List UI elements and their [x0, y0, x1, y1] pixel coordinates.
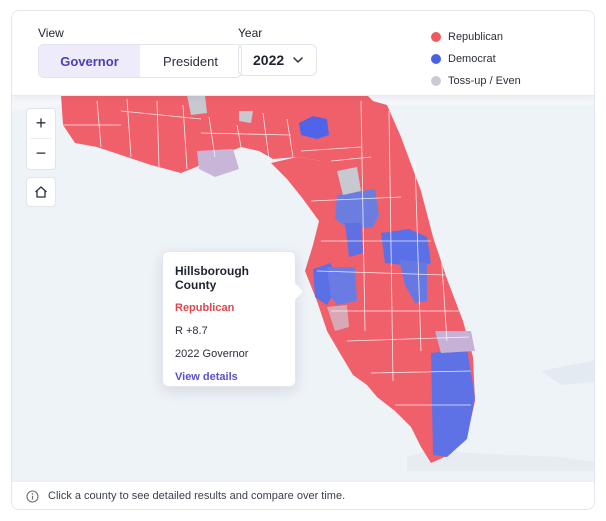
view-president-button[interactable]: President	[140, 45, 241, 77]
legend-label-republican: Republican	[448, 31, 504, 43]
view-governor-button[interactable]: Governor	[39, 45, 140, 77]
home-icon	[35, 186, 47, 198]
footer-hint: Click a county to see detailed results a…	[12, 481, 594, 509]
panhandle-region	[61, 95, 367, 173]
legend-label-tossup: Toss-up / Even	[448, 75, 521, 87]
info-icon	[26, 489, 39, 503]
election-map-card: + − Hillsborough County Republican R +8.…	[11, 10, 595, 510]
footer-text: Click a county to see detailed results a…	[48, 490, 346, 502]
map-legend: Republican Democrat Toss-up / Even	[431, 26, 521, 92]
county-alachua	[335, 189, 379, 229]
county-orange	[381, 229, 431, 267]
legend-item-republican: Republican	[431, 26, 521, 48]
legend-item-tossup: Toss-up / Even	[431, 70, 521, 92]
year-select[interactable]: 2022	[238, 44, 317, 76]
zoom-in-button[interactable]: +	[35, 113, 47, 133]
county-broward-palm-beach	[431, 349, 475, 457]
peninsula-region	[271, 95, 475, 463]
view-label: View	[38, 26, 64, 40]
county-st-lucie-tossup	[435, 331, 475, 353]
county-marion-tossup	[337, 167, 361, 195]
chevron-down-icon	[293, 57, 303, 63]
county-bay-tossup	[197, 149, 239, 177]
tossup-swatch	[431, 76, 441, 86]
county-osceola	[399, 259, 427, 303]
legend-item-democrat: Democrat	[431, 48, 521, 70]
county-leon	[299, 116, 329, 139]
florida-county-map[interactable]	[12, 95, 594, 481]
view-details-link[interactable]: View details	[175, 371, 238, 383]
tooltip-margin: R +8.7	[175, 325, 208, 337]
tooltip-county-name: Hillsborough County	[175, 264, 249, 292]
year-label: Year	[238, 26, 263, 40]
year-value: 2022	[253, 52, 285, 68]
view-toggle: Governor President	[38, 44, 242, 78]
county-gadsden-tossup	[187, 95, 207, 115]
county-borders	[63, 98, 472, 406]
zoom-control: + −	[26, 108, 56, 170]
controls-bar: View Governor President Year 2022 Republ…	[12, 11, 594, 96]
home-button[interactable]	[26, 177, 56, 207]
cuba-land	[407, 449, 594, 471]
map-area[interactable]: + − Hillsborough County Republican R +8.…	[12, 95, 594, 481]
democrat-swatch	[431, 54, 441, 64]
zoom-divider	[31, 138, 51, 139]
bahamas-land	[541, 360, 594, 385]
tooltip-party: Republican	[175, 302, 235, 314]
county-sarasota-tossup	[327, 305, 349, 331]
county-hillsborough	[327, 267, 357, 305]
county-small-tossup	[239, 111, 253, 123]
legend-label-democrat: Democrat	[448, 53, 496, 65]
republican-swatch	[431, 32, 441, 42]
county-volusia-west	[345, 223, 363, 257]
county-tooltip: Hillsborough County Republican R +8.7 20…	[162, 251, 305, 387]
tooltip-race: 2022 Governor	[175, 348, 249, 360]
zoom-out-button[interactable]: −	[35, 143, 47, 163]
